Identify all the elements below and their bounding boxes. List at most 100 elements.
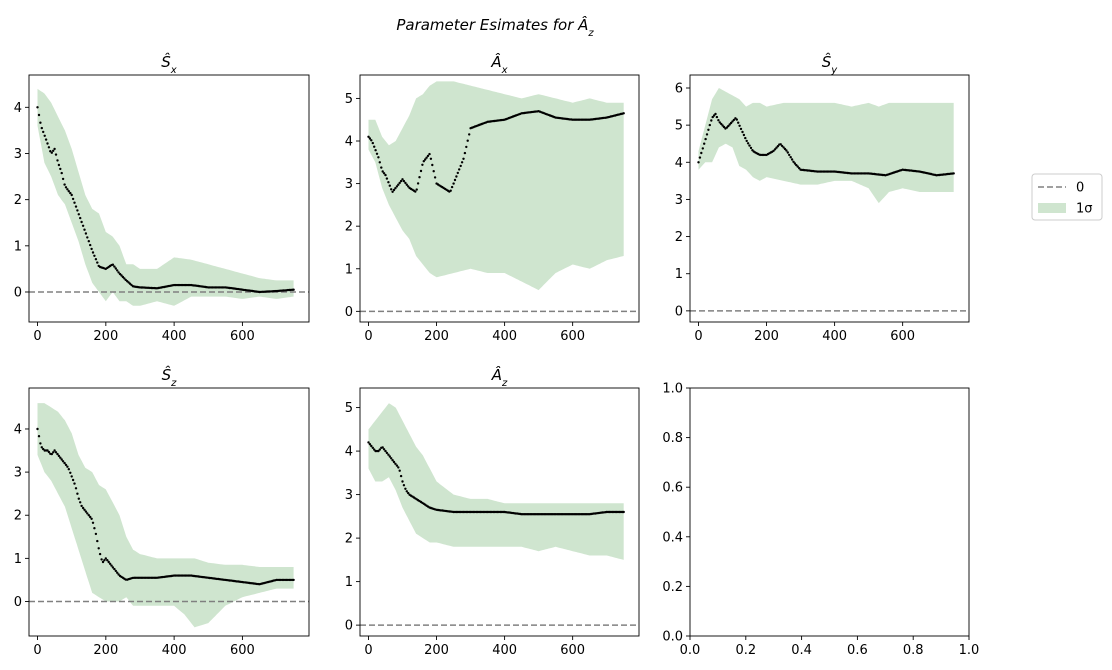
estimate-point <box>725 126 729 129</box>
axes-frame <box>28 74 310 323</box>
estimate-point <box>729 121 733 125</box>
estimate-point <box>382 172 386 175</box>
estimate-point <box>86 512 89 515</box>
estimate-point <box>90 247 93 251</box>
estimate-point <box>74 205 78 208</box>
x-tick-label: 600 <box>890 329 915 344</box>
estimate-point <box>721 124 724 127</box>
estimate-point <box>401 480 404 483</box>
x-tick-label: 400 <box>822 329 847 344</box>
estimate-point <box>59 167 62 171</box>
estimate-point <box>401 178 404 181</box>
y-tick-label: 0.8 <box>662 431 683 446</box>
estimate-point <box>84 232 88 235</box>
estimate-point <box>453 178 457 182</box>
estimate-point <box>431 163 434 167</box>
estimate-point <box>786 151 789 154</box>
estimate-point <box>70 475 73 478</box>
estimate-point <box>391 459 394 462</box>
estimate-point <box>460 161 464 164</box>
estimate-point <box>104 557 108 560</box>
estimate-point <box>395 185 399 188</box>
estimate-point <box>378 448 381 451</box>
estimate-point <box>421 163 424 166</box>
y-tick-label: 0.2 <box>662 580 683 595</box>
estimate-point <box>780 144 784 148</box>
x-tick-label: 0 <box>364 643 372 658</box>
estimate-point <box>749 146 753 150</box>
y-tick-label: 5 <box>345 92 353 107</box>
estimate-point <box>459 164 462 168</box>
estimate-point <box>371 141 374 145</box>
estimate-point <box>385 177 389 180</box>
estimate-point <box>91 521 95 524</box>
y-tick-label: 0 <box>345 619 353 634</box>
estimate-point <box>120 274 123 277</box>
estimate-point <box>292 578 295 582</box>
y-tick-label: 3 <box>345 177 353 192</box>
subplot-2: 0 200 400 600 0 1 2 3 4 5 Âx <box>345 52 640 344</box>
estimate-point <box>728 123 731 126</box>
estimate-point <box>783 147 787 151</box>
plot-area <box>360 81 639 313</box>
x-tick-label: 600 <box>560 329 585 344</box>
estimate-point <box>387 181 390 184</box>
estimate-point <box>83 228 86 231</box>
estimate-point <box>77 213 81 216</box>
estimate-point <box>111 566 115 569</box>
estimate-point <box>74 487 78 490</box>
x-tick-label: 400 <box>162 329 187 344</box>
estimate-point <box>426 154 430 158</box>
estimate-point <box>60 171 63 175</box>
y-tick-label: 5 <box>345 401 353 416</box>
estimate-point <box>397 183 400 186</box>
estimate-point <box>96 261 99 264</box>
estimate-point <box>391 190 394 193</box>
y-tick-label: 4 <box>345 445 353 460</box>
estimate-point <box>66 188 69 191</box>
subplot-6: 0.0 0.2 0.4 0.6 0.8 1.0 0.0 0.2 0.4 0.6 0.8 1.0 <box>662 382 979 659</box>
estimate-point <box>390 457 393 460</box>
estimate-point <box>731 120 734 123</box>
estimate-point <box>384 449 387 453</box>
estimate-point <box>69 191 72 195</box>
estimate-point <box>80 220 83 224</box>
sigma-band <box>698 88 954 204</box>
y-tick-label: 5 <box>675 119 683 134</box>
estimate-point <box>397 466 400 469</box>
estimate-point <box>394 462 397 465</box>
estimate-point <box>81 506 85 510</box>
estimate-point <box>422 160 425 163</box>
axes-frame <box>689 74 970 323</box>
estimate-point <box>56 159 59 162</box>
estimate-point <box>737 121 740 124</box>
estimate-point <box>54 451 58 454</box>
estimate-point <box>111 263 115 266</box>
axes-frame <box>359 387 640 637</box>
estimate-point <box>77 497 81 500</box>
estimate-point <box>398 469 401 472</box>
y-tick-label: 2 <box>345 532 353 547</box>
estimate-point <box>91 251 95 254</box>
y-tick-label: 2 <box>14 509 22 524</box>
estimate-point <box>407 491 410 495</box>
estimate-point <box>425 156 428 159</box>
estimate-point <box>292 288 295 291</box>
y-tick-label: 0 <box>14 595 22 610</box>
estimate-point <box>772 149 775 152</box>
estimate-point <box>463 151 467 155</box>
x-tick-label: 200 <box>754 329 779 344</box>
subplot-1: 0 200 400 600 0 1 2 3 4 Ŝx <box>14 52 310 344</box>
y-tick-label: 3 <box>345 488 353 503</box>
estimate-point <box>36 427 39 431</box>
estimate-point <box>773 148 777 151</box>
estimate-point <box>399 179 403 183</box>
estimate-point <box>714 112 717 116</box>
estimate-point <box>798 167 801 170</box>
estimate-point <box>373 145 376 148</box>
estimate-point <box>424 158 427 161</box>
plot-area <box>690 88 969 312</box>
estimate-point <box>96 539 99 543</box>
estimate-point <box>746 142 750 145</box>
estimate-point <box>370 444 373 448</box>
